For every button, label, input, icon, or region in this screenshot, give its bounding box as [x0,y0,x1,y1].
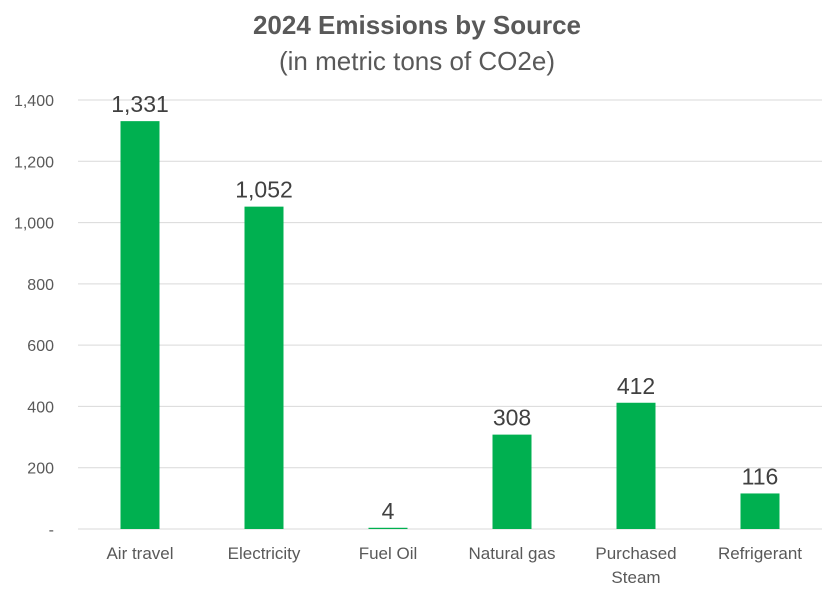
y-tick-label: 200 [27,461,54,478]
bar [492,434,532,529]
x-category-label: Natural gas [469,544,556,563]
data-label: 1,331 [111,91,169,117]
y-tick-label: 1,200 [14,154,54,171]
data-label: 116 [742,463,779,489]
data-label: 412 [617,373,655,399]
bar [740,493,780,529]
y-tick-label: 600 [27,338,54,355]
y-tick-label: 400 [27,399,54,416]
bar [616,402,656,529]
chart-title-group: 2024 Emissions by Source (in metric tons… [253,10,581,76]
gridlines [78,99,822,530]
y-tick-label: - [49,522,54,539]
bar [368,527,408,529]
chart-title: 2024 Emissions by Source [253,10,581,40]
data-label: 308 [493,405,531,431]
x-axis-labels: Air travel Electricity Fuel Oil Natural gas… [106,544,802,587]
data-label: 4 [382,498,395,524]
y-tick-label: 800 [27,277,54,294]
data-label: 1,052 [235,177,293,203]
bar [244,206,284,529]
y-tick-label: 1,400 [14,93,54,110]
x-category-label: Purchased [595,544,676,563]
x-category-label: Steam [611,568,660,587]
bars [120,121,780,530]
y-tick-label: 1,000 [14,216,54,233]
data-labels: 1,331 1,052 4 308 412 116 [111,91,778,524]
x-category-label: Fuel Oil [359,544,418,563]
y-axis-ticks: - 200 400 600 800 1,000 1,200 1,400 [14,93,54,539]
x-category-label: Refrigerant [718,544,802,563]
bar [120,121,160,530]
x-category-label: Electricity [228,544,301,563]
chart-subtitle: (in metric tons of CO2e) [279,46,555,76]
x-category-label: Air travel [106,544,173,563]
